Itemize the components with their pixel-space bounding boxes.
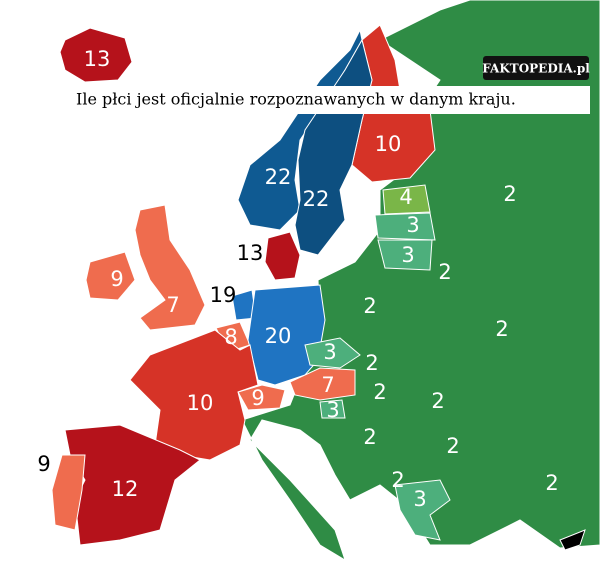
region-label: 13 (237, 241, 264, 265)
region-label: 2 (365, 351, 378, 375)
region-switzerland (237, 384, 286, 411)
region-austria (289, 367, 356, 401)
region-label: 2 (391, 468, 404, 492)
region-label: 2 (503, 182, 516, 206)
region-label: 9 (251, 386, 264, 410)
region-label: 10 (187, 391, 214, 415)
region-france (129, 329, 259, 461)
region-label: 9 (37, 452, 50, 476)
region-ireland (85, 251, 136, 301)
caption-box (70, 86, 590, 114)
region-label: 22 (265, 165, 292, 189)
region-label: 7 (321, 373, 334, 397)
region-label: 3 (323, 340, 336, 364)
region-label: 19 (210, 283, 237, 307)
region-label: 3 (406, 213, 419, 237)
region-iceland (59, 27, 133, 83)
region-uk (134, 204, 206, 331)
region-greece (394, 479, 451, 541)
region-czechia (304, 337, 361, 369)
region-estonia (382, 184, 431, 215)
region-label: 2 (431, 389, 444, 413)
region-cyprus (559, 529, 586, 551)
region-label: 20 (265, 324, 292, 348)
region-label: 7 (166, 293, 179, 317)
region-latvia (374, 212, 436, 241)
region-label: 2 (373, 380, 386, 404)
region-slovenia (319, 399, 346, 419)
region-label: 2 (363, 425, 376, 449)
region-denmark (264, 231, 301, 281)
region-portugal (51, 454, 86, 531)
region-label: 22 (303, 187, 330, 211)
region-label: 8 (224, 325, 237, 349)
region-label: 3 (326, 398, 339, 422)
region-label: 4 (399, 185, 412, 209)
region-label: 2 (299, 446, 312, 470)
watermark: FAKTOPEDIA.pl (482, 62, 590, 76)
region-lithuania (377, 239, 433, 271)
region-label: 2 (363, 294, 376, 318)
region-green (241, 0, 600, 562)
region-label: 10 (375, 132, 402, 156)
watermark-box (483, 56, 589, 80)
region-label: 2 (438, 260, 451, 284)
region-label: 3 (401, 243, 414, 267)
region-label: 3 (413, 487, 426, 511)
region-label: 2 (545, 471, 558, 495)
region-label: 13 (84, 47, 111, 71)
region-label: 12 (112, 477, 139, 501)
region-label: 2 (446, 434, 459, 458)
caption: Ile płci jest oficjalnie rozpoznawanych … (76, 90, 516, 109)
region-label: 9 (110, 267, 123, 291)
region-label: 2 (495, 317, 508, 341)
